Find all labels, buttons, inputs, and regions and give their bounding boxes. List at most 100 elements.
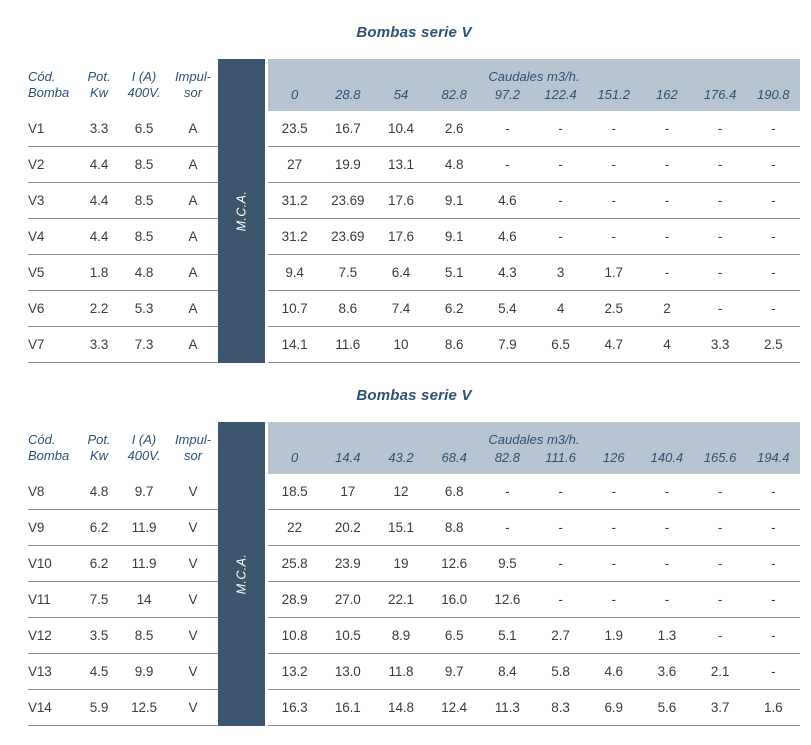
pump-head-value: - bbox=[587, 111, 641, 147]
pump-code: V13 bbox=[28, 654, 78, 690]
pump-current-a: 4.8 bbox=[120, 255, 168, 291]
pump-head-value: - bbox=[587, 582, 641, 618]
pump-head-value: - bbox=[693, 219, 747, 255]
pump-head-value: 23.69 bbox=[321, 219, 375, 255]
pump-head-value: 22 bbox=[268, 510, 322, 546]
pump-head-value: 7.5 bbox=[321, 255, 375, 291]
pump-impeller: V bbox=[168, 546, 218, 582]
pump-head-value: 1.7 bbox=[587, 255, 641, 291]
pump-head-value: - bbox=[746, 147, 800, 183]
pump-head-value: - bbox=[746, 510, 800, 546]
flow-column-value: 14.4 bbox=[335, 449, 361, 465]
flow-columns-row: 0 28.8 54 82.8 97.2 122.4 151.2 162 176.4 190.8 bbox=[268, 87, 800, 102]
pump-current-a: 6.5 bbox=[120, 111, 168, 147]
pump-head-value: 16.7 bbox=[321, 111, 375, 147]
pump-impeller: V bbox=[168, 618, 218, 654]
pump-head-value: 6.8 bbox=[427, 474, 481, 510]
pump-impeller: A bbox=[168, 183, 218, 219]
pump-head-value: - bbox=[693, 510, 747, 546]
pump-current-a: 5.3 bbox=[120, 291, 168, 327]
pump-head-value: - bbox=[533, 474, 588, 510]
flow-header-band: Caudales m3/h. 0 28.8 54 82.8 97.2 122.4 151.2 1… bbox=[268, 59, 800, 111]
pump-head-value: - bbox=[693, 546, 747, 582]
pump-code: V9 bbox=[28, 510, 78, 546]
pump-head-value: - bbox=[587, 474, 641, 510]
mca-vertical-label: M.C.A. bbox=[234, 553, 249, 595]
pump-head-value: 6.5 bbox=[533, 327, 588, 363]
column-header: I (A) 400V. bbox=[127, 69, 161, 100]
flow-header-title: Caudales m3/h. bbox=[488, 431, 580, 447]
pump-head-value: 1.6 bbox=[746, 690, 800, 726]
pump-power-kw: 3.3 bbox=[78, 111, 120, 147]
table-title: Bombas serie V bbox=[356, 387, 472, 404]
pump-current-a: 11.9 bbox=[120, 546, 168, 582]
flow-column-value: 82.8 bbox=[441, 86, 467, 102]
pump-head-value: 4.7 bbox=[587, 327, 641, 363]
pump-head-value: 17.6 bbox=[374, 219, 428, 255]
flow-column-value: 68.4 bbox=[441, 449, 467, 465]
flow-column-value: 82.8 bbox=[494, 449, 520, 465]
pump-head-value: 9.1 bbox=[427, 183, 481, 219]
pump-code: V4 bbox=[28, 219, 78, 255]
pump-head-value: 17.6 bbox=[374, 183, 428, 219]
pump-head-value: 9.7 bbox=[427, 654, 481, 690]
pump-head-value: 2.7 bbox=[533, 618, 588, 654]
column-header: Pot. Kw bbox=[87, 432, 111, 463]
pump-head-value: - bbox=[533, 183, 588, 219]
column-header: Pot. Kw bbox=[87, 69, 111, 100]
pump-head-value: - bbox=[533, 546, 588, 582]
pump-power-kw: 1.8 bbox=[78, 255, 120, 291]
pump-head-value: 12.6 bbox=[427, 546, 481, 582]
pump-head-value: 11.3 bbox=[480, 690, 534, 726]
pump-head-value: 7.4 bbox=[374, 291, 428, 327]
pump-head-value: - bbox=[693, 474, 747, 510]
flow-column-value: 0 bbox=[290, 86, 299, 102]
pump-head-value: 1.9 bbox=[587, 618, 641, 654]
pump-head-value: - bbox=[587, 147, 641, 183]
flow-column-value: 194.4 bbox=[757, 449, 790, 465]
pump-current-a: 9.9 bbox=[120, 654, 168, 690]
pump-head-value: - bbox=[746, 255, 800, 291]
pump-head-value: 5.1 bbox=[427, 255, 481, 291]
pump-head-value: 11.6 bbox=[321, 327, 375, 363]
pump-head-value: 10.8 bbox=[268, 618, 322, 654]
pump-head-value: 5.8 bbox=[533, 654, 588, 690]
pump-head-value: 2.5 bbox=[587, 291, 641, 327]
pump-head-value: 23.5 bbox=[268, 111, 322, 147]
flow-column-value: 43.2 bbox=[388, 449, 414, 465]
pump-current-a: 9.7 bbox=[120, 474, 168, 510]
pump-current-a: 12.5 bbox=[120, 690, 168, 726]
flow-column-value: 140.4 bbox=[650, 449, 684, 465]
pump-head-value: 8.4 bbox=[480, 654, 534, 690]
flow-column-value: 97.2 bbox=[494, 86, 520, 102]
pump-head-value: 14.1 bbox=[268, 327, 322, 363]
pump-head-value: 23.69 bbox=[321, 183, 375, 219]
pump-head-value: - bbox=[480, 474, 534, 510]
flow-column-value: 162 bbox=[656, 86, 678, 102]
mca-vertical-label: M.C.A. bbox=[234, 190, 249, 232]
pump-code: V7 bbox=[28, 327, 78, 363]
flow-column-value: 122.4 bbox=[544, 86, 577, 102]
pump-table-serie-v-a: Cód. Bomba Pot. Kw I (A) 400V. Impul- sor M.… bbox=[28, 59, 800, 363]
pump-code: V5 bbox=[28, 255, 78, 291]
pump-head-value: 2.1 bbox=[693, 654, 747, 690]
pump-head-value: 16.1 bbox=[321, 690, 375, 726]
pump-head-value: 12.4 bbox=[427, 690, 481, 726]
pump-impeller: V bbox=[168, 690, 218, 726]
pump-head-value: - bbox=[746, 582, 800, 618]
pump-impeller: V bbox=[168, 654, 218, 690]
pump-power-kw: 3.5 bbox=[78, 618, 120, 654]
pump-head-value: 4 bbox=[533, 291, 588, 327]
pump-head-value: 6.5 bbox=[427, 618, 481, 654]
pump-code: V6 bbox=[28, 291, 78, 327]
pump-head-value: - bbox=[587, 546, 641, 582]
flow-column-value: 0 bbox=[290, 449, 299, 465]
pump-head-value: - bbox=[693, 618, 747, 654]
pump-impeller: V bbox=[168, 582, 218, 618]
pump-power-kw: 4.4 bbox=[78, 183, 120, 219]
flow-column-value: 165.6 bbox=[703, 449, 737, 465]
pump-head-value: 10.4 bbox=[374, 111, 428, 147]
pump-head-value: 3 bbox=[533, 255, 588, 291]
pump-head-value: 12 bbox=[374, 474, 428, 510]
pump-head-value: 10 bbox=[374, 327, 428, 363]
